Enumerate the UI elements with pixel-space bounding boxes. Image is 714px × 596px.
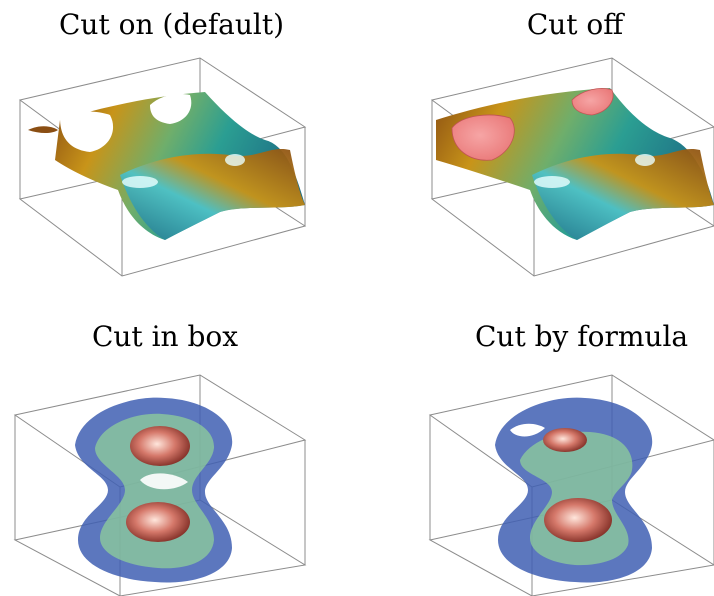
panel-title-cut-off: Cut off — [526, 8, 624, 41]
surface-plot — [28, 92, 305, 240]
panel-cut-by-formula — [428, 374, 714, 596]
panel-cut-in-box — [13, 374, 307, 596]
isosurface-plot — [495, 397, 653, 583]
panel-title-cut-in-box: Cut in box — [91, 320, 239, 353]
panel-cut-off — [430, 57, 714, 277]
surface-plot — [436, 88, 714, 240]
panel-title-cut-on: Cut on (default) — [59, 8, 285, 41]
isosurface-plot — [75, 397, 233, 583]
panel-title-cut-by-formula: Cut by formula — [475, 320, 689, 353]
panel-cut-on — [18, 57, 307, 277]
